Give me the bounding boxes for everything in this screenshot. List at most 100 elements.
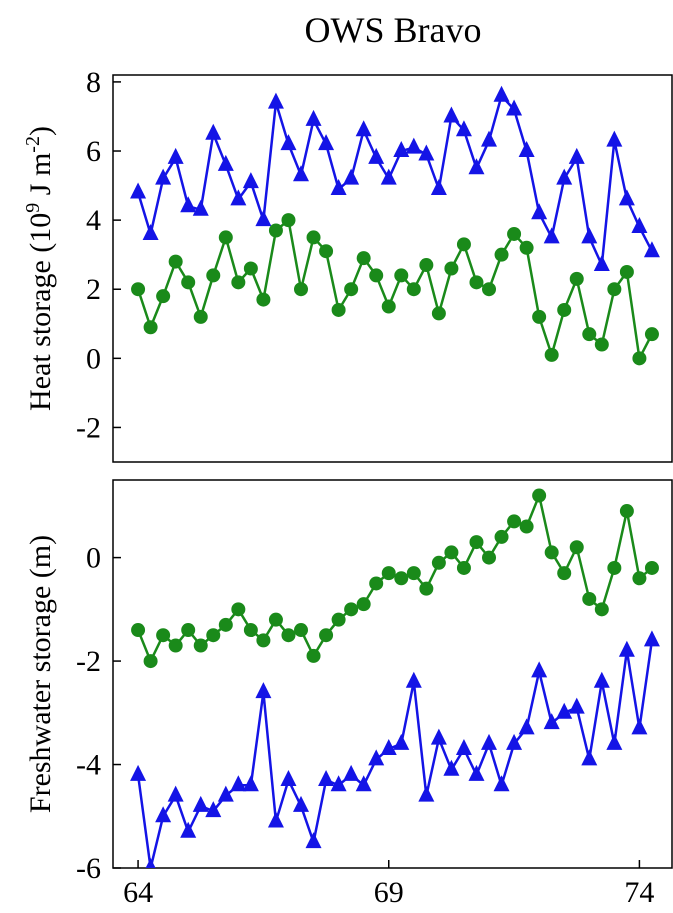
circle-marker — [406, 566, 421, 581]
triangle-marker — [493, 775, 510, 792]
triangle-marker — [205, 123, 222, 140]
circle-marker — [569, 271, 584, 286]
triangle-marker — [155, 168, 172, 185]
circle-marker — [131, 623, 146, 638]
circle-marker — [619, 264, 634, 279]
circle-marker — [394, 268, 409, 283]
circle-marker — [268, 223, 283, 238]
circle-marker — [181, 623, 196, 638]
triangle-marker — [518, 141, 535, 158]
triangle-marker — [581, 227, 598, 244]
triangle-marker — [355, 120, 372, 137]
triangle-marker — [468, 764, 485, 781]
triangle-marker — [418, 785, 435, 802]
x-tick-label: 74 — [624, 876, 654, 909]
triangle-marker — [305, 832, 322, 849]
circle-marker — [143, 320, 158, 335]
triangle-marker — [293, 165, 310, 182]
triangle-marker — [543, 713, 560, 730]
circle-marker — [507, 226, 522, 241]
triangle-marker — [343, 168, 360, 185]
circle-marker — [469, 535, 484, 550]
triangle-marker — [443, 759, 460, 776]
circle-marker — [607, 282, 622, 297]
circle-marker — [557, 302, 572, 317]
triangle-marker — [531, 203, 548, 220]
triangle-marker — [643, 630, 660, 647]
triangle-marker — [330, 775, 347, 792]
triangle-marker — [531, 661, 548, 678]
circle-marker — [319, 244, 334, 259]
triangle-marker — [293, 795, 310, 812]
plot-frame — [112, 74, 673, 463]
triangle-marker — [618, 640, 635, 657]
circle-marker — [319, 628, 334, 643]
circle-marker — [256, 292, 271, 307]
series-line — [136, 217, 654, 363]
circle-marker — [419, 258, 434, 273]
y-axis-label: Heat storage (109 J m-2) — [22, 126, 57, 411]
circle-marker — [256, 633, 271, 648]
triangle-marker — [506, 99, 523, 116]
triangle-marker — [543, 227, 560, 244]
circle-marker — [168, 254, 183, 269]
y-label-superscript: 9 — [22, 203, 44, 213]
triangle-marker — [380, 739, 397, 756]
triangle-marker — [180, 196, 197, 213]
circle-marker — [431, 555, 446, 570]
triangle-marker — [518, 718, 535, 735]
circle-marker — [482, 282, 497, 297]
circle-marker — [444, 545, 459, 560]
y-tick-label: 2 — [86, 273, 101, 306]
circle-marker — [456, 560, 471, 575]
y-tick-label: -2 — [76, 645, 101, 678]
triangle-marker — [455, 739, 472, 756]
circle-marker — [381, 566, 396, 581]
circle-marker — [131, 282, 146, 297]
circle-marker — [544, 545, 559, 560]
triangle-marker — [130, 764, 147, 781]
triangle-marker — [217, 785, 234, 802]
y-tick-label: -2 — [76, 411, 101, 444]
circle-marker — [156, 289, 171, 304]
y-label-text: Freshwater storage (m) — [24, 535, 57, 813]
circle-marker — [369, 576, 384, 591]
circle-marker — [456, 237, 471, 252]
circle-marker — [156, 628, 171, 643]
circle-marker — [344, 282, 359, 297]
circle-marker — [193, 638, 208, 653]
triangle-marker — [355, 775, 372, 792]
triangle-marker — [430, 728, 447, 745]
circle-marker — [206, 628, 221, 643]
plot-area — [130, 85, 660, 366]
circle-marker — [181, 275, 196, 290]
triangle-marker — [481, 130, 498, 147]
triangle-marker — [380, 168, 397, 185]
y-tick-label: -4 — [76, 749, 101, 782]
circle-marker — [243, 623, 258, 638]
circle-marker — [644, 560, 659, 575]
triangle-marker — [631, 217, 648, 234]
y-tick-label: 6 — [86, 135, 101, 168]
triangle-marker — [418, 144, 435, 161]
triangle-marker — [305, 109, 322, 126]
triangle-marker — [593, 671, 610, 688]
circle-marker — [507, 514, 522, 529]
triangle-marker — [405, 137, 422, 154]
triangle-marker — [430, 179, 447, 196]
x-tick-label: 69 — [374, 876, 404, 909]
triangle-marker — [393, 141, 410, 158]
circle-marker — [143, 654, 158, 669]
circle-marker — [356, 597, 371, 612]
triangle-marker — [343, 764, 360, 781]
circle-marker — [632, 571, 647, 586]
circle-marker — [243, 261, 258, 276]
triangle-marker — [167, 147, 184, 164]
triangle-marker — [230, 775, 247, 792]
triangle-marker — [242, 172, 259, 189]
triangle-marker — [506, 733, 523, 750]
triangle-marker — [142, 223, 159, 240]
plot-frame — [112, 479, 673, 869]
circle-marker — [557, 566, 572, 581]
